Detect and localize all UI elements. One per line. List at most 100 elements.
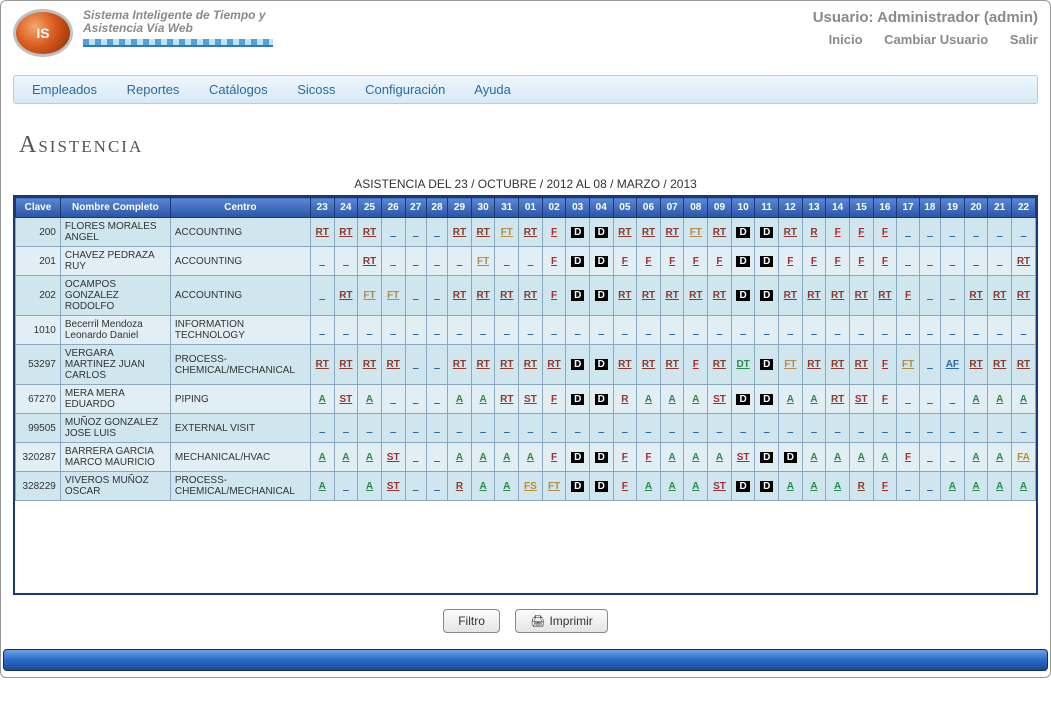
cell-day[interactable]: A bbox=[778, 472, 802, 501]
cell-day[interactable]: F bbox=[708, 247, 732, 276]
cell-day[interactable]: _ bbox=[613, 316, 637, 345]
attendance-code-link[interactable]: RT bbox=[500, 359, 513, 370]
attendance-code-link[interactable]: ST bbox=[737, 452, 750, 463]
attendance-code-link[interactable]: AF bbox=[946, 359, 959, 370]
cell-day[interactable]: F bbox=[778, 247, 802, 276]
attendance-code-link[interactable]: _ bbox=[575, 325, 581, 336]
attendance-code-link[interactable]: F bbox=[551, 256, 557, 267]
cell-day[interactable]: RT bbox=[684, 276, 708, 316]
cell-day[interactable]: _ bbox=[778, 316, 802, 345]
attendance-code-link[interactable]: _ bbox=[950, 394, 956, 405]
cell-day[interactable]: _ bbox=[426, 345, 447, 385]
cell-day[interactable]: F bbox=[613, 247, 637, 276]
col-day-23[interactable]: 23 bbox=[310, 198, 334, 218]
attendance-code-link[interactable]: A bbox=[692, 481, 699, 492]
cell-day[interactable]: _ bbox=[381, 316, 405, 345]
attendance-code-link[interactable]: _ bbox=[457, 423, 463, 434]
attendance-code-link[interactable]: F bbox=[622, 452, 628, 463]
attendance-code-link[interactable]: A bbox=[319, 394, 326, 405]
cell-day[interactable]: _ bbox=[731, 414, 755, 443]
attendance-code-link[interactable]: A bbox=[366, 481, 373, 492]
cell-day[interactable]: D bbox=[755, 276, 779, 316]
attendance-code-link[interactable]: D bbox=[595, 359, 608, 370]
attendance-code-link[interactable]: F bbox=[551, 227, 557, 238]
cell-day[interactable]: _ bbox=[471, 316, 495, 345]
cell-day[interactable]: FT bbox=[778, 345, 802, 385]
cell-day[interactable]: A bbox=[988, 443, 1012, 472]
cell-day[interactable]: A bbox=[802, 472, 826, 501]
cell-day[interactable]: _ bbox=[919, 443, 940, 472]
cell-day[interactable]: D bbox=[755, 247, 779, 276]
attendance-code-link[interactable]: A bbox=[972, 481, 979, 492]
cell-day[interactable]: RT bbox=[358, 218, 382, 247]
attendance-code-link[interactable]: D bbox=[736, 394, 749, 405]
attendance-code-link[interactable]: _ bbox=[413, 359, 419, 370]
cell-day[interactable]: FT bbox=[897, 345, 919, 385]
cell-day[interactable]: A bbox=[802, 385, 826, 414]
cell-day[interactable]: _ bbox=[919, 247, 940, 276]
attendance-code-link[interactable]: _ bbox=[950, 452, 956, 463]
attendance-code-link[interactable]: RT bbox=[969, 359, 982, 370]
attendance-code-link[interactable]: RT bbox=[363, 256, 376, 267]
attendance-code-link[interactable]: D bbox=[760, 452, 773, 463]
cell-day[interactable]: RT bbox=[802, 345, 826, 385]
attendance-code-link[interactable]: RT bbox=[969, 290, 982, 301]
cell-day[interactable]: D bbox=[589, 345, 613, 385]
cell-day[interactable]: _ bbox=[919, 385, 940, 414]
attendance-code-link[interactable]: A bbox=[366, 394, 373, 405]
col-day-29[interactable]: 29 bbox=[448, 198, 472, 218]
cell-day[interactable]: _ bbox=[849, 316, 873, 345]
cell-day[interactable]: _ bbox=[358, 316, 382, 345]
attendance-code-link[interactable]: D bbox=[595, 481, 608, 492]
attendance-code-link[interactable]: _ bbox=[950, 423, 956, 434]
cell-day[interactable]: D bbox=[731, 385, 755, 414]
cell-day[interactable]: F bbox=[542, 385, 566, 414]
col-day-30[interactable]: 30 bbox=[471, 198, 495, 218]
attendance-code-link[interactable]: _ bbox=[693, 325, 699, 336]
attendance-code-link[interactable]: RT bbox=[339, 227, 352, 238]
attendance-code-link[interactable]: A bbox=[479, 394, 486, 405]
cell-day[interactable]: F bbox=[542, 443, 566, 472]
attendance-code-link[interactable]: A bbox=[1020, 394, 1027, 405]
attendance-code-link[interactable]: ST bbox=[524, 394, 537, 405]
attendance-code-link[interactable]: F bbox=[622, 256, 628, 267]
attendance-code-link[interactable]: F bbox=[882, 227, 888, 238]
attendance-code-link[interactable]: D bbox=[760, 481, 773, 492]
attendance-code-link[interactable]: FS bbox=[524, 481, 537, 492]
cell-day[interactable]: A bbox=[988, 472, 1012, 501]
link-salir[interactable]: Salir bbox=[1010, 32, 1038, 47]
attendance-code-link[interactable]: _ bbox=[343, 481, 349, 492]
cell-day[interactable]: _ bbox=[519, 247, 543, 276]
attendance-code-link[interactable]: RT bbox=[878, 290, 891, 301]
cell-day[interactable]: RT bbox=[849, 345, 873, 385]
cell-day[interactable]: A bbox=[334, 443, 358, 472]
cell-day[interactable]: A bbox=[1012, 385, 1036, 414]
cell-day[interactable]: D bbox=[566, 472, 590, 501]
cell-day[interactable]: A bbox=[310, 443, 334, 472]
cell-day[interactable]: _ bbox=[426, 385, 447, 414]
cell-day[interactable]: R bbox=[802, 218, 826, 247]
attendance-code-link[interactable]: _ bbox=[390, 325, 396, 336]
cell-day[interactable]: _ bbox=[708, 414, 732, 443]
attendance-code-link[interactable]: FT bbox=[548, 481, 560, 492]
cell-day[interactable]: _ bbox=[310, 247, 334, 276]
attendance-code-link[interactable]: D bbox=[595, 227, 608, 238]
attendance-code-link[interactable]: _ bbox=[740, 423, 746, 434]
attendance-code-link[interactable]: _ bbox=[950, 290, 956, 301]
attendance-code-link[interactable]: _ bbox=[413, 325, 419, 336]
attendance-code-link[interactable]: _ bbox=[434, 452, 440, 463]
cell-day[interactable]: _ bbox=[310, 316, 334, 345]
cell-day[interactable]: RT bbox=[988, 276, 1012, 316]
attendance-code-link[interactable]: RT bbox=[665, 359, 678, 370]
cell-day[interactable]: _ bbox=[542, 316, 566, 345]
attendance-code-link[interactable]: _ bbox=[622, 325, 628, 336]
attendance-code-link[interactable]: _ bbox=[390, 256, 396, 267]
attendance-code-link[interactable]: FT bbox=[363, 290, 375, 301]
cell-day[interactable]: RT bbox=[613, 218, 637, 247]
cell-day[interactable]: _ bbox=[964, 247, 988, 276]
attendance-code-link[interactable]: D bbox=[595, 290, 608, 301]
attendance-code-link[interactable]: RT bbox=[500, 290, 513, 301]
attendance-code-link[interactable]: _ bbox=[504, 256, 510, 267]
cell-day[interactable]: _ bbox=[405, 247, 426, 276]
attendance-code-link[interactable]: D bbox=[760, 227, 773, 238]
